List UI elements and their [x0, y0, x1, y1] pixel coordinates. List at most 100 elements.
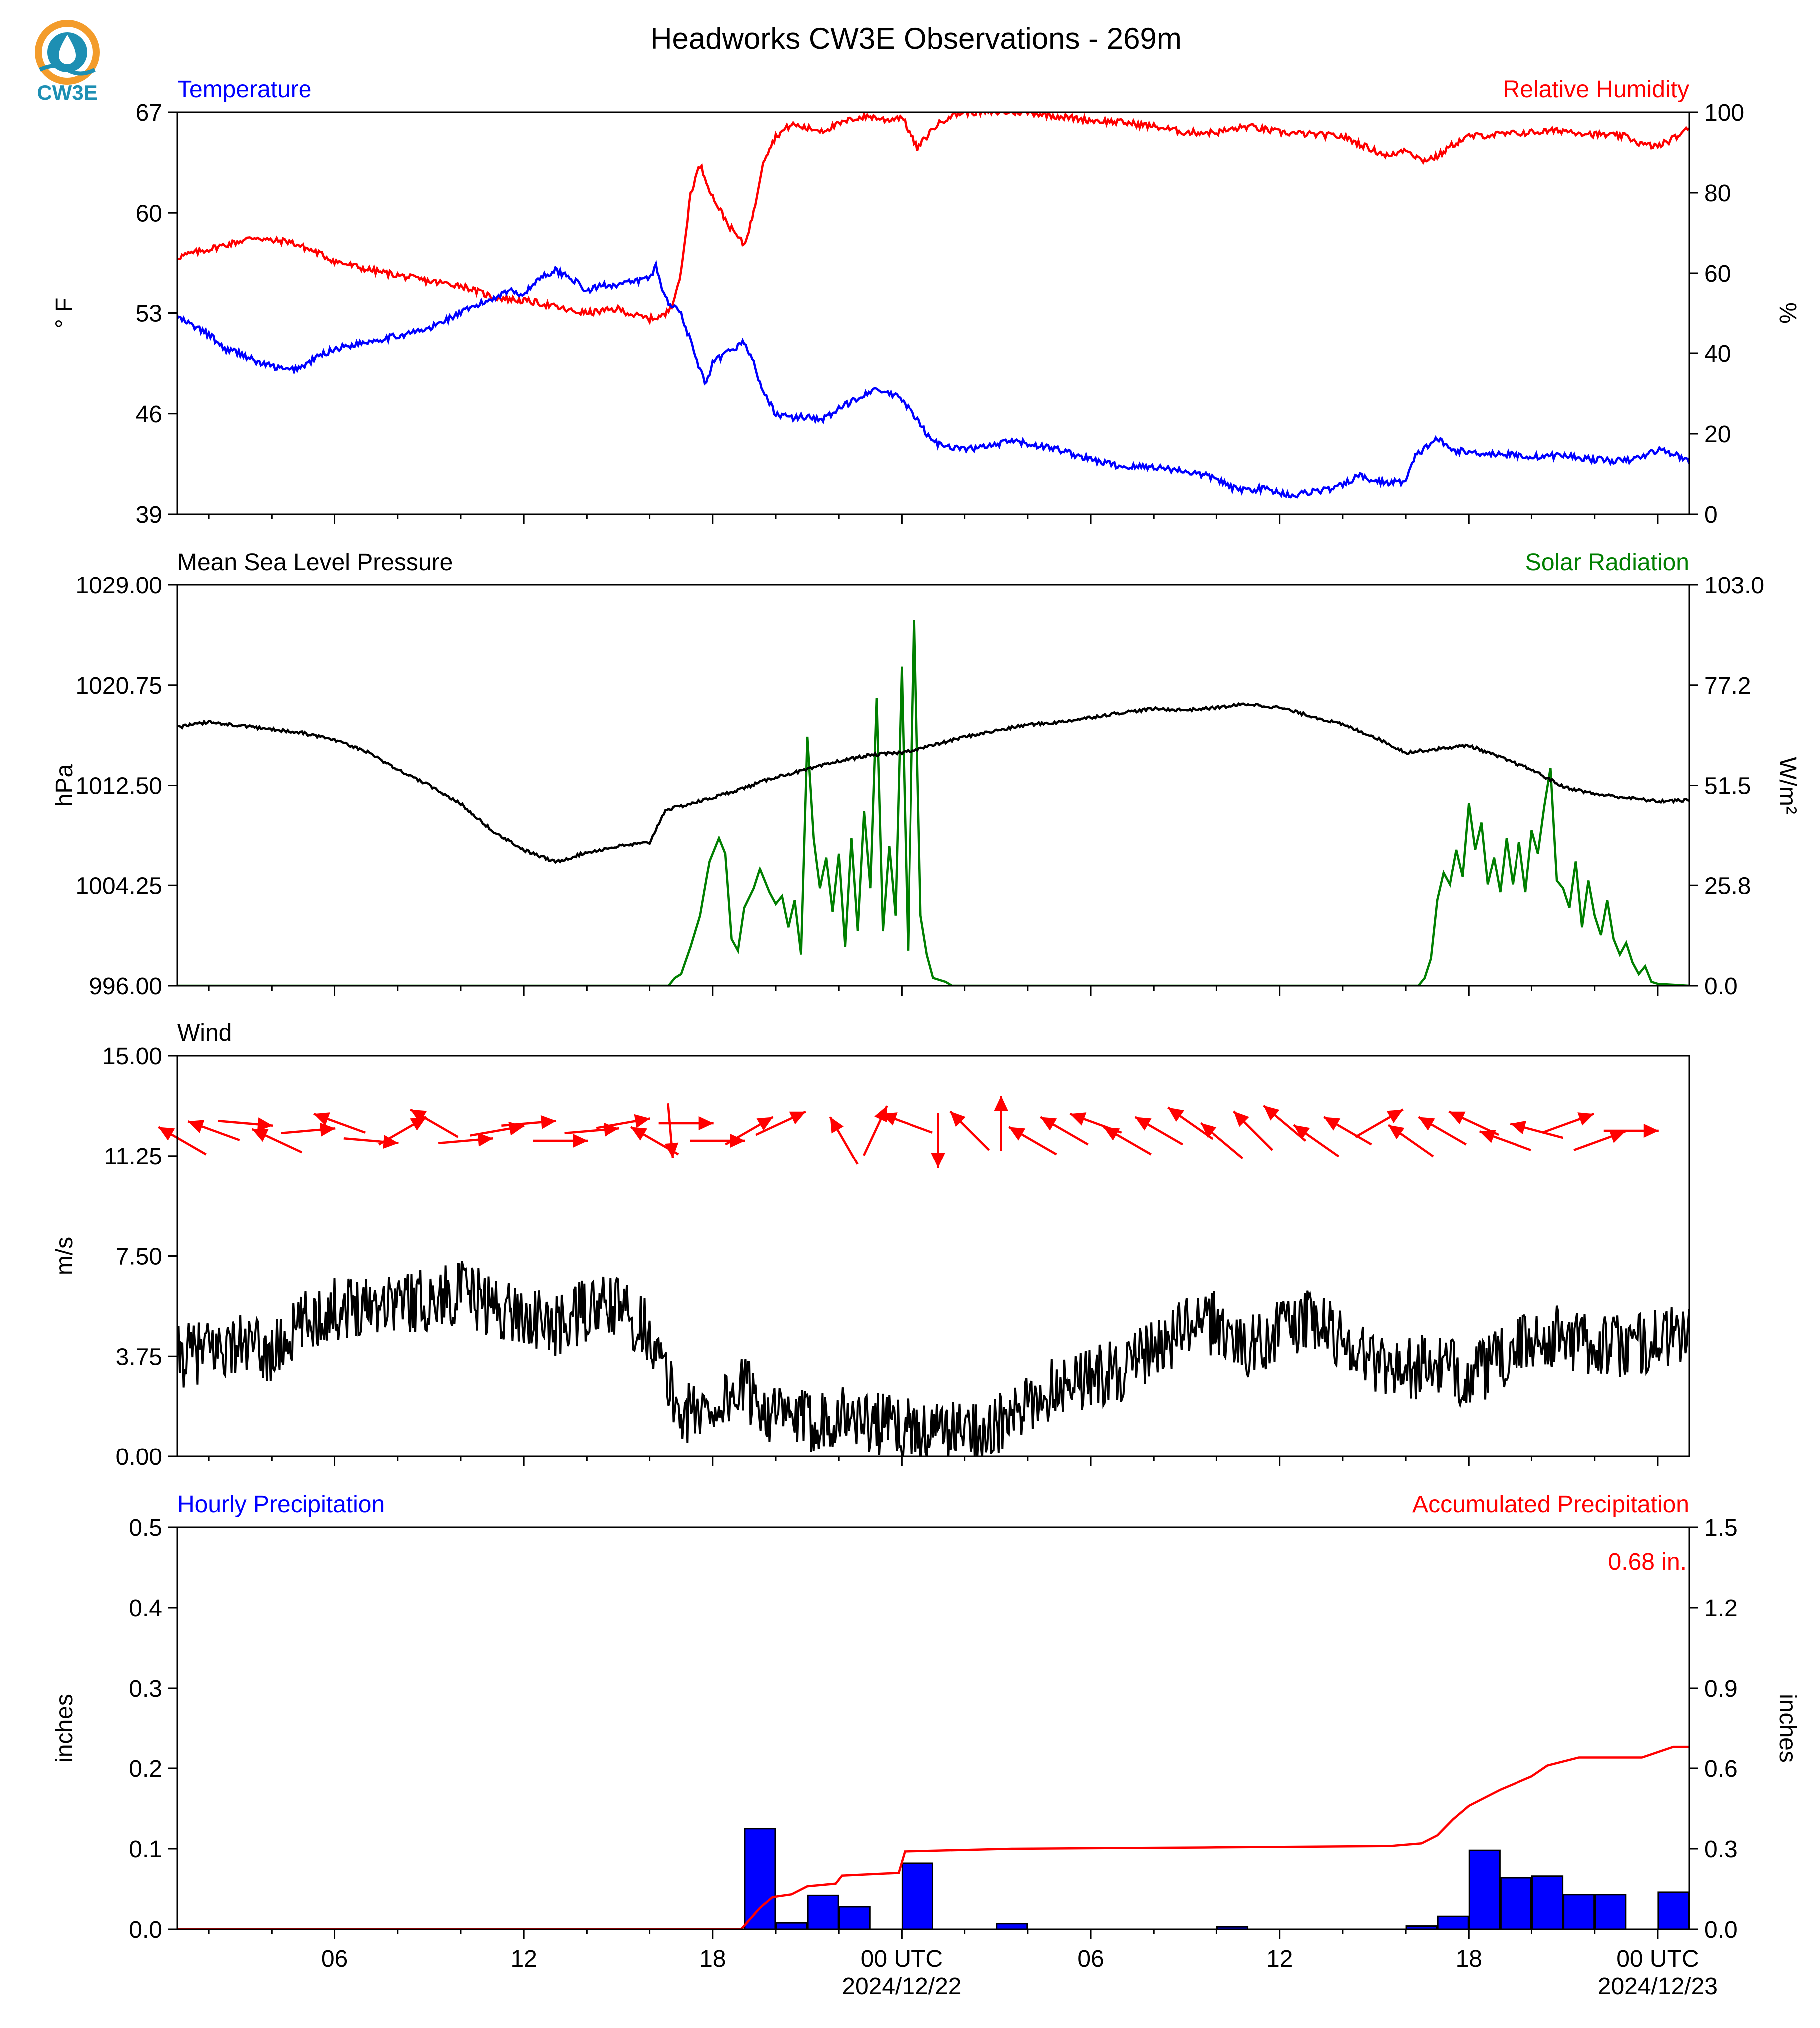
wind-arrow-head — [1201, 1123, 1217, 1138]
y2-tick-label: 0.0 — [1704, 1917, 1738, 1943]
wind-arrow — [1200, 1122, 1244, 1159]
series-line-humidity — [177, 112, 1689, 326]
wind-arrow — [1103, 1126, 1152, 1156]
wind-arrow-head — [664, 1142, 679, 1158]
wind-arrow-head — [1388, 1125, 1405, 1140]
logo-wave — [39, 64, 96, 76]
wind-arrow — [949, 1110, 990, 1151]
wind-arrow-head — [730, 1134, 745, 1148]
wind-arrow-head — [698, 1116, 714, 1130]
precip-bar — [807, 1894, 839, 1929]
wind-arrow — [1323, 1116, 1372, 1146]
y-tick-label: 11.25 — [104, 1144, 162, 1170]
wind-arrow-head — [1479, 1130, 1496, 1143]
y2-tick-label: 51.5 — [1704, 773, 1751, 800]
wind-arrow — [1040, 1116, 1089, 1146]
x-tick-label: 06 — [321, 1946, 348, 1972]
wind-arrow-head — [313, 1112, 330, 1126]
precip-bar — [775, 1922, 808, 1929]
wind-arrow — [1233, 1110, 1274, 1151]
y2-tick-label: 100 — [1704, 100, 1744, 126]
cw3e-logo: CW3E — [35, 20, 100, 104]
wind-arrow — [1134, 1116, 1183, 1146]
y-tick-label: 0.5 — [129, 1515, 162, 1541]
wind-arrow-head — [1135, 1117, 1152, 1131]
precip-bar — [1531, 1875, 1564, 1929]
precip-bar — [1500, 1877, 1532, 1929]
wind-arrow-head — [1168, 1107, 1184, 1122]
panel-left-title: Mean Sea Level Pressure — [177, 549, 453, 576]
logo-drop-icon — [59, 35, 76, 64]
precip-bar — [901, 1862, 934, 1929]
y-tick-label: 53 — [136, 301, 162, 327]
wind-arrow — [218, 1117, 273, 1132]
wind-arrow — [158, 1126, 207, 1156]
y-tick-label: 15.00 — [102, 1043, 162, 1070]
panel-left-title: Temperature — [177, 76, 311, 103]
wind-arrow-head — [1449, 1111, 1466, 1125]
plot-frame — [176, 1526, 1690, 1930]
y2-tick-label: 0.9 — [1704, 1676, 1738, 1702]
wind-arrow-head — [257, 1117, 273, 1132]
y-tick-label: 39 — [136, 502, 162, 528]
wind-arrow-head — [994, 1096, 1008, 1111]
wind-arrow-head — [756, 1117, 773, 1131]
wind-arrow — [664, 1103, 679, 1158]
precip-bar — [838, 1906, 871, 1929]
wind-arrow — [1418, 1116, 1467, 1146]
wind-arrow — [1387, 1124, 1434, 1158]
series-line-wind-speed — [177, 1261, 1689, 1456]
wind-arrow-head — [1324, 1117, 1341, 1131]
wind-arrow — [880, 1112, 933, 1134]
y2-tick-label: 20 — [1704, 421, 1731, 448]
wind-arrow — [378, 1116, 427, 1146]
x-date-label: 2024/12/23 — [1598, 1973, 1718, 2000]
precip-bar — [744, 1828, 776, 1929]
wind-arrow — [755, 1110, 806, 1136]
panels: 67 60 53 46 39 100 80 60 40 20 0 Temperature Relativ… — [51, 76, 1801, 2000]
y2-tick-label: 0.0 — [1704, 973, 1738, 1000]
precip-bar — [1405, 1925, 1438, 1929]
wind-arrow — [533, 1134, 588, 1148]
y-tick-label: 0.3 — [129, 1676, 162, 1702]
wind-arrow — [438, 1132, 493, 1147]
y-tick-label: 0.1 — [129, 1836, 162, 1863]
plot-area — [177, 620, 1689, 986]
precip-bar — [996, 1923, 1028, 1929]
panel-right-title: Relative Humidity — [1503, 76, 1689, 103]
wind-arrow-head — [881, 1112, 898, 1126]
y-tick-label: 0.4 — [129, 1595, 162, 1622]
x-tick-label: 00 UTC — [1616, 1946, 1699, 1972]
y-axis-label: ° F — [51, 298, 78, 329]
wind-arrow — [1008, 1126, 1057, 1156]
panel-right-title: Accumulated Precipitation — [1412, 1491, 1689, 1518]
y2-axis-label: % — [1774, 302, 1801, 324]
wind-arrow — [1263, 1104, 1307, 1142]
panel-left-title: Hourly Precipitation — [177, 1491, 385, 1518]
wind-arrow — [1167, 1106, 1213, 1140]
series-line-temperature — [177, 260, 1689, 499]
x-tick-label: 18 — [699, 1946, 726, 1972]
wind-arrow — [1479, 1130, 1531, 1151]
wind-arrow-head — [410, 1117, 427, 1131]
wind-arrow-head — [383, 1135, 399, 1149]
wind-arrow-head — [950, 1111, 966, 1127]
plot-frame — [176, 111, 1690, 515]
y2-tick-label: 60 — [1704, 261, 1731, 287]
wind-arrow-head — [1609, 1130, 1626, 1143]
wind-arrow-head — [252, 1129, 269, 1142]
wind-arrow — [1510, 1121, 1564, 1139]
wind-arrow — [596, 1114, 651, 1129]
wind-arrow — [410, 1108, 459, 1138]
y2-axis-label: W/m² — [1774, 757, 1801, 814]
wind-arrow-head — [477, 1132, 493, 1147]
y-tick-label: 0.2 — [129, 1756, 162, 1782]
y-axis-label: m/s — [51, 1237, 78, 1275]
precip-bar — [1657, 1891, 1689, 1929]
y2-axis-label: inches — [1774, 1694, 1801, 1763]
wind-arrow-head — [1386, 1109, 1403, 1123]
y-tick-label: 1029.00 — [75, 573, 162, 599]
y2-tick-label: 0.3 — [1704, 1836, 1738, 1863]
wind-arrow-head — [1577, 1112, 1594, 1126]
